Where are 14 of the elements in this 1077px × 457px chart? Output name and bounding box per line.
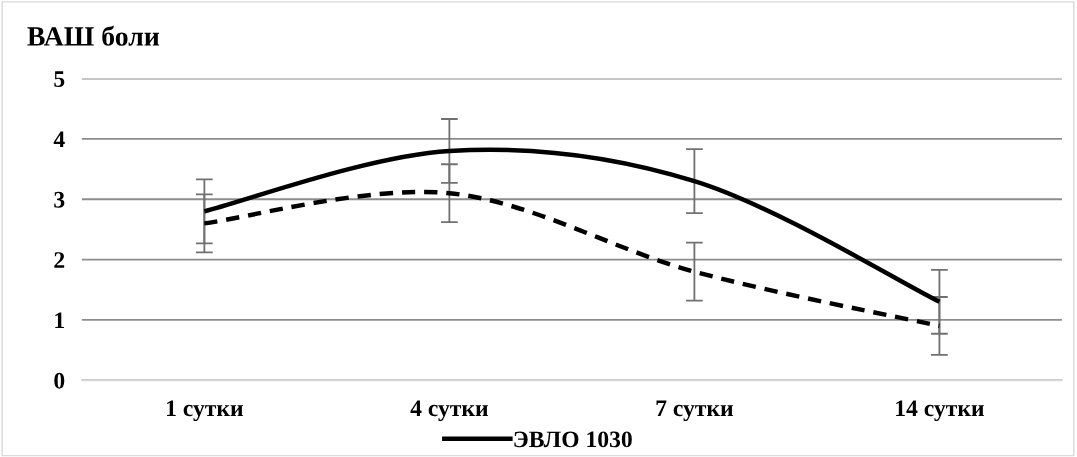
y-tick-label: 1	[55, 312, 64, 329]
line-series	[202, 189, 942, 329]
y-tick-label: 2	[54, 252, 65, 268]
x-tick-label: 4 сутки	[410, 400, 488, 422]
x-tick-label: 1 сутки	[167, 400, 243, 422]
line-series	[202, 147, 942, 305]
legend-label: ЭВЛО 1030	[514, 431, 632, 448]
y-tick-label: 0	[54, 372, 65, 389]
chart-title: ВАШ боли	[27, 25, 160, 46]
y-tick-label: 3	[54, 191, 65, 208]
y-tick-label: 5	[54, 71, 65, 88]
x-tick-label: 14 сутки	[896, 400, 984, 422]
y-tick-label: 4	[53, 131, 65, 148]
x-tick-label: 7 сутки	[656, 400, 734, 422]
